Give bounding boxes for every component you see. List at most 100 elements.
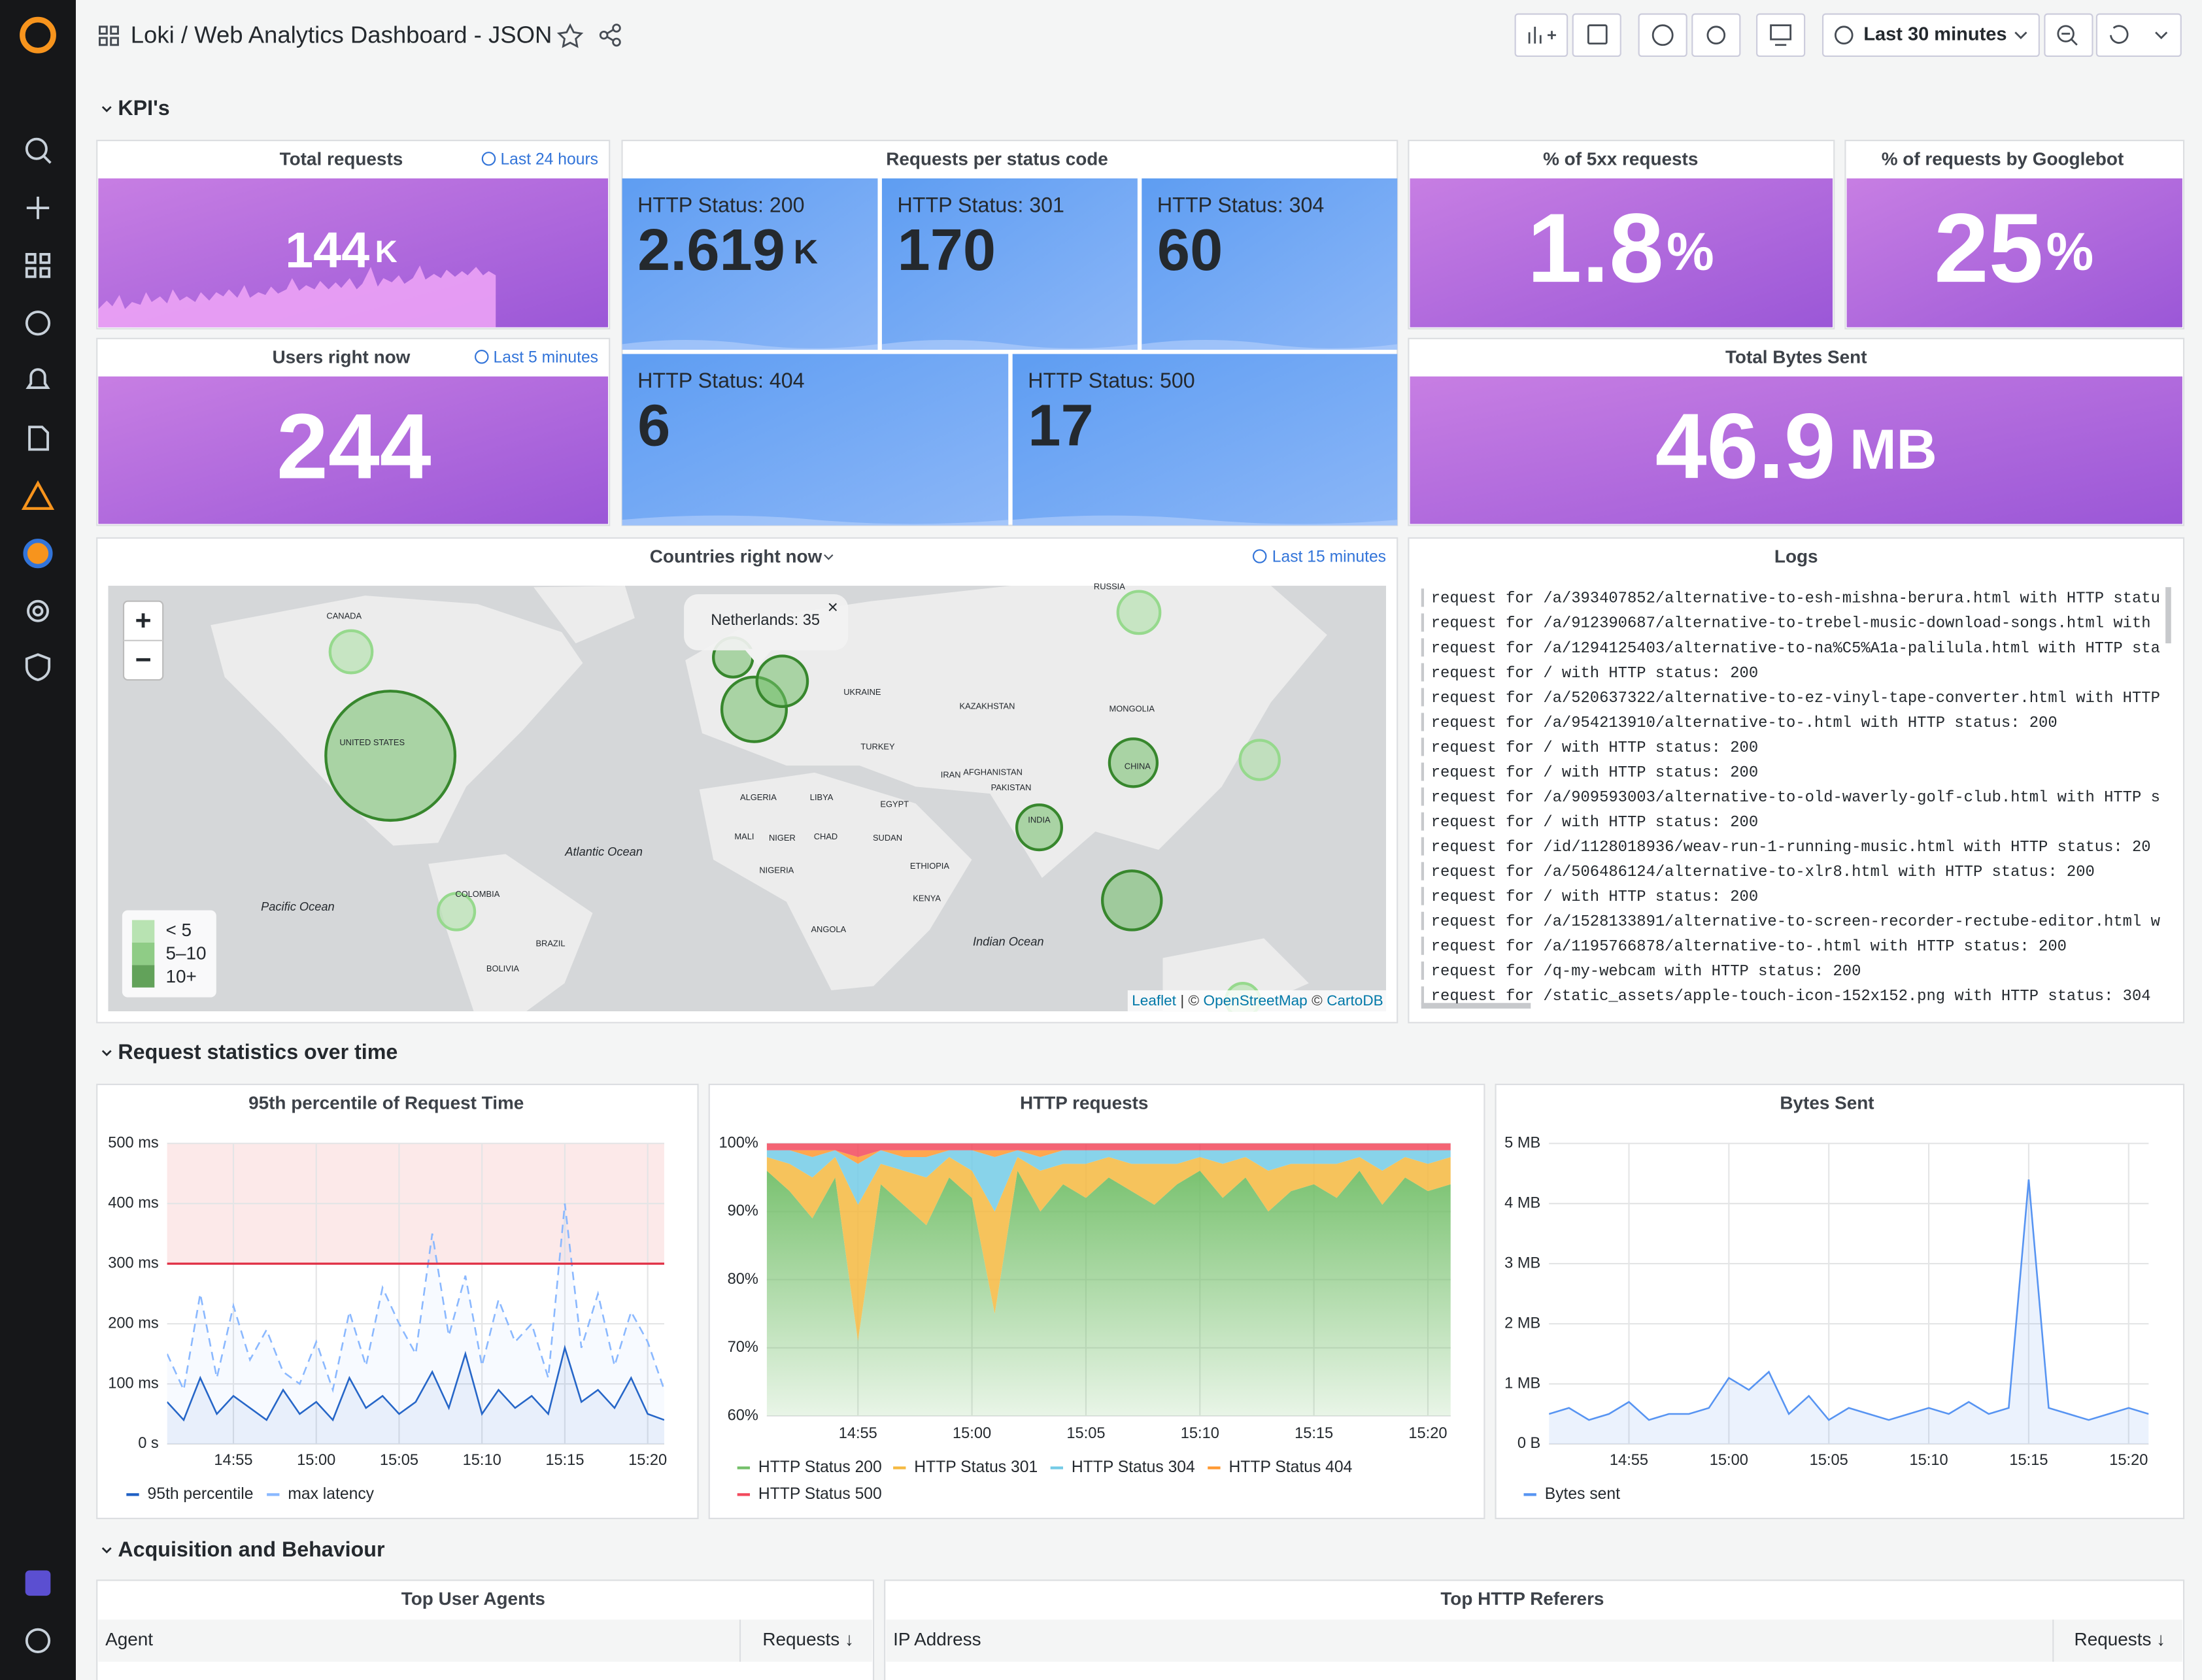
panel-title[interactable]: Top HTTP Referers [1440,1588,1604,1609]
stat-value: 46.9 MB [1655,395,1937,499]
row-chevron[interactable] [101,106,112,112]
stat-tile [881,178,1138,350]
time-picker[interactable]: Last 30 minutes [1863,24,2007,44]
panel [1495,1083,2185,1519]
panel-title[interactable]: Countries right now [650,546,822,566]
popup-close[interactable]: × [828,597,838,617]
stat-value: 25% [1934,193,2093,303]
panel-title[interactable]: % of requests by Googlebot [1882,148,2124,169]
panel-title[interactable]: Total requests [280,148,403,169]
value: 6 [637,392,670,458]
log-line: request for / with HTTP status: 200 [1431,665,1758,682]
series-area [766,1156,1451,1341]
column-header[interactable]: Requests ↓ [2075,1629,2166,1649]
avatar[interactable] [25,1570,51,1596]
panel-title[interactable]: Users right now [273,346,411,367]
country-label: BRAZIL [535,938,565,948]
attribution-part: OpenStreetMap [1204,992,1308,1009]
column-header[interactable]: IP Address [893,1629,981,1649]
loki-icon[interactable] [21,480,55,511]
log-marker [1421,762,1425,781]
zoom-out[interactable]: − [135,644,152,675]
log-line: request for /a/912390687/alternative-to-… [1431,615,2151,633]
y-tick-label: 500 ms [108,1134,158,1151]
charts: 95th percentile of Request Time 0 s 100 ms… [108,1092,2149,1503]
x-tick-label: 15:00 [297,1452,335,1469]
nav-icons[interactable] [25,137,52,1653]
attribution-part: © [1312,992,1323,1009]
x-tick-label: 14:55 [839,1425,877,1442]
panel-title[interactable]: Top User Agents [401,1588,545,1609]
country-label: ETHIOPIA [910,861,949,871]
panel-title[interactable]: % of 5xx requests [1543,148,1698,169]
tile-value: 17 [1028,392,1093,458]
x-tick-label: 15:00 [1710,1452,1748,1469]
panel-title[interactable]: Logs [1774,546,1818,566]
panel-title[interactable]: Requests per status code [886,148,1108,169]
map-popup [684,594,849,650]
star-button[interactable] [556,23,584,48]
column-header[interactable]: Agent [105,1629,153,1649]
clock-icon [1252,549,1267,563]
zoom-in[interactable]: + [135,605,152,636]
dashboard-icon [99,25,119,46]
stat-background [1410,178,1833,328]
log-marker [1421,713,1425,731]
log-line: request for /a/506486124/alternative-to-… [1431,864,2095,881]
stat-value: 144 K [285,222,398,278]
row-chevron[interactable] [101,1547,112,1554]
explore-icon[interactable] [23,539,53,569]
country-label: KAZAKHSTAN [960,701,1015,711]
log-line: request for /q-my-webcam with HTTP statu… [1431,963,1861,981]
log-marker [1421,986,1425,1005]
panel-time: Last 24 hours [500,150,598,168]
log-line: request for /a/520637322/alternative-to-… [1431,690,2160,707]
x-tick-label: 15:05 [380,1452,418,1469]
log-line: request for /a/393407852/alternative-to-… [1431,590,2160,608]
sparkline [1012,515,1398,526]
country-label: SUDAN [873,833,902,843]
x-tick-label: 15:10 [1181,1425,1219,1442]
tile-value: 2.619 K [637,217,818,283]
dashboard-title[interactable]: Loki / Web Analytics Dashboard - JSON [131,22,552,48]
logo[interactable] [20,16,56,54]
log-line: request for / with HTTP status: 200 [1431,764,1758,782]
series-area [167,1347,664,1444]
x-tick-label: 15:20 [2109,1452,2148,1469]
row-chevron[interactable] [101,1050,112,1056]
series-area [766,1150,1451,1212]
toolbar[interactable] [1514,13,2182,58]
chart-title: 95th percentile of Request Time [248,1092,524,1113]
y-tick-label: 0 s [138,1435,159,1452]
log-marker [1421,688,1425,707]
log-marker [1421,862,1425,881]
scrollbar[interactable] [1421,1003,1531,1009]
log-line: request for /a/1294125403/alternative-to… [1431,640,2160,658]
map[interactable]: + − Netherlands: 35 × [108,586,1387,1017]
panel-time: Last 5 minutes [494,348,599,366]
panel-title[interactable]: Total Bytes Sent [1725,346,1867,367]
y-tick-label: 60% [728,1407,758,1424]
ocean-label: Pacific Ocean [261,899,335,913]
x-tick-label: 15:10 [1910,1452,1948,1469]
scrollbar[interactable] [2165,587,2171,644]
column-header[interactable]: Requests ↓ [762,1629,854,1649]
row-title[interactable]: Request statistics over time [118,1040,398,1064]
stat-value: 244 [277,395,432,499]
country-label: CHINA [1125,762,1151,771]
sidebar [0,0,76,1680]
sparkline [881,340,1138,350]
row-title[interactable]: Acquisition and Behaviour [118,1537,385,1561]
country-label: INDIA [1028,815,1051,824]
share-button[interactable] [599,24,621,47]
title-chevron[interactable] [824,554,834,560]
row-title[interactable]: KPI's [118,96,169,120]
series-area [766,1170,1451,1417]
y-tick-label: 100 ms [108,1375,158,1392]
ocean-label: Atlantic Ocean [564,845,643,858]
y-tick-label: 2 MB [1504,1315,1540,1332]
y-tick-label: 90% [728,1203,758,1220]
attribution-part: CartoDB [1327,992,1383,1009]
tile-label: HTTP Status: 301 [898,193,1064,216]
sparkline [622,340,878,350]
